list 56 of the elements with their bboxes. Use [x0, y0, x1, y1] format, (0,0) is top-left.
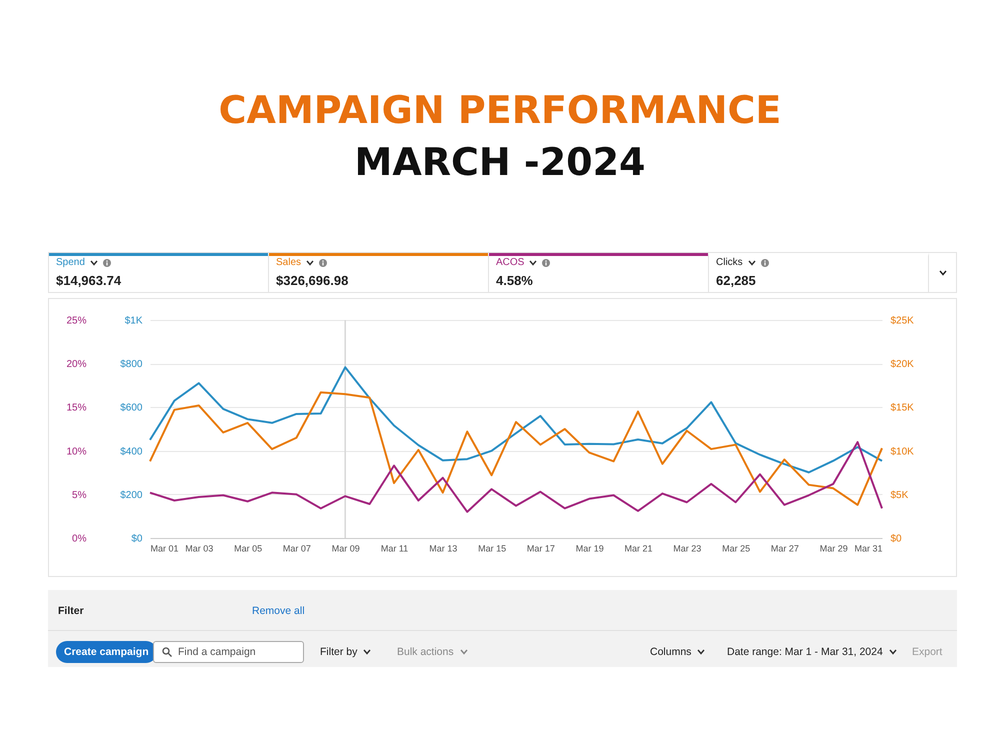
x-tick-label: Mar 05 [234, 544, 262, 554]
text: 4.58% [496, 273, 534, 288]
line-series [149, 366, 883, 474]
text: $14,963.74 [56, 273, 122, 288]
text: ACOS [496, 257, 524, 268]
y-tick-label: $800 [120, 359, 143, 370]
y3-tick-label: 20% [66, 359, 87, 370]
text: Filter [58, 605, 84, 617]
y-tick-label: $400 [120, 446, 143, 458]
y3-tick-label: 15% [66, 402, 87, 414]
text: 62,285 [716, 273, 757, 288]
line-series [149, 391, 883, 506]
chart-subtitle: MARCH -2024 [354, 140, 646, 184]
x-tick-label: Mar 29 [820, 544, 848, 554]
x-tick-label: Mar 23 [673, 544, 702, 554]
y-tick-label: $1K [124, 316, 143, 326]
text: Find a campaign [178, 646, 256, 658]
line-series [149, 441, 883, 513]
x-tick-label: Mar 13 [429, 544, 458, 554]
y2-tick-label: $20K [890, 359, 914, 370]
x-tick-label: Mar 07 [282, 544, 311, 554]
x-tick-label: Mar 17 [526, 544, 555, 554]
text: $326,696.98 [276, 273, 350, 288]
text: Sales [276, 257, 302, 268]
x-tick-label: Mar 31 [854, 544, 882, 554]
y-tick-label: $200 [120, 490, 143, 501]
y3-tick-label: 5% [72, 490, 87, 501]
y2-tick-label: $15K [890, 402, 914, 414]
y-tick-label: $0 [131, 534, 143, 544]
text: Bulk actions [397, 646, 454, 658]
text: Create campaign [64, 646, 149, 658]
x-tick-label: Mar 03 [185, 544, 214, 554]
text: Filter by [320, 646, 358, 658]
y3-tick-label: 25% [66, 316, 87, 326]
text: Date range: Mar 1 - Mar 31, 2024 [727, 646, 883, 658]
y3-tick-label: 10% [66, 446, 87, 458]
text: Clicks [716, 257, 743, 268]
y2-tick-label: $25K [890, 316, 914, 326]
y2-tick-label: $5K [890, 490, 909, 501]
y2-tick-label: $10K [890, 446, 914, 458]
x-tick-label: Mar 21 [624, 544, 653, 554]
text: Export [912, 646, 942, 658]
y2-tick-label: $0 [890, 534, 902, 544]
text: Columns [650, 646, 692, 658]
x-tick-label: Mar 11 [380, 544, 408, 554]
text: Remove all [252, 605, 305, 617]
y3-tick-label: 0% [72, 534, 87, 544]
x-tick-label: Mar 19 [576, 544, 604, 554]
text: Spend [56, 257, 85, 268]
x-tick-label: Mar 27 [770, 544, 799, 554]
x-tick-label: Mar 01 [150, 544, 179, 554]
chart-title: CAMPAIGN PERFORMANCE [218, 88, 782, 132]
x-tick-label: Mar 15 [478, 544, 506, 554]
x-tick-label: Mar 25 [722, 544, 750, 554]
x-tick-label: Mar 09 [332, 544, 360, 554]
y-tick-label: $600 [120, 402, 143, 414]
